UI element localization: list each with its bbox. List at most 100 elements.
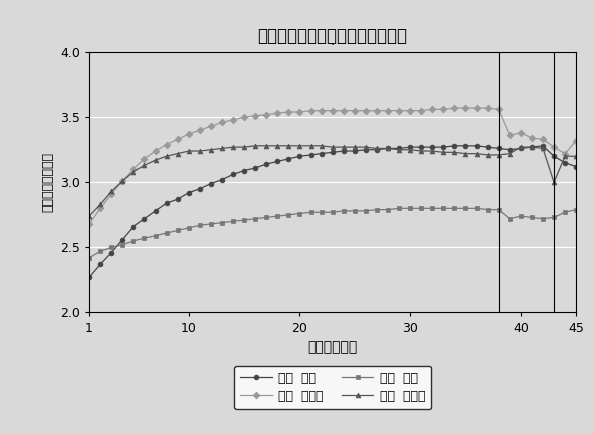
日本  四大卒 <box>296 109 303 115</box>
米国  高卒 <box>163 230 170 236</box>
米国  四大卒 <box>263 143 270 148</box>
米国  高卒 <box>451 206 458 211</box>
日本  四大卒 <box>362 108 369 113</box>
米国  四大卒 <box>551 180 558 185</box>
米国  四大卒 <box>440 150 447 155</box>
米国  四大卒 <box>307 143 314 148</box>
日本  四大卒 <box>462 105 469 111</box>
米国  高卒 <box>185 225 192 230</box>
米国  高卒 <box>241 217 248 223</box>
日本  高卒 <box>429 145 436 150</box>
米国  高卒 <box>406 206 413 211</box>
日本  四大卒 <box>119 178 126 184</box>
米国  高卒 <box>141 236 148 241</box>
日本  高卒 <box>551 154 558 159</box>
米国  高卒 <box>462 206 469 211</box>
米国  四大卒 <box>329 145 336 150</box>
日本  四大卒 <box>473 105 480 111</box>
米国  四大卒 <box>196 148 203 154</box>
日本  四大卒 <box>418 108 425 113</box>
X-axis label: 潜在経験年数: 潜在経験年数 <box>308 340 358 354</box>
米国  四大卒 <box>252 143 259 148</box>
米国  四大卒 <box>219 146 226 151</box>
米国  高卒 <box>528 215 535 220</box>
米国  高卒 <box>329 210 336 215</box>
日本  四大卒 <box>207 124 214 129</box>
米国  四大卒 <box>418 148 425 154</box>
日本  四大卒 <box>163 142 170 147</box>
Line: 日本  四大卒: 日本 四大卒 <box>87 105 579 227</box>
日本  四大卒 <box>329 108 336 113</box>
日本  四大卒 <box>374 108 381 113</box>
日本  高卒 <box>440 145 447 150</box>
日本  高卒 <box>86 275 93 280</box>
日本  高卒 <box>274 159 281 164</box>
Legend: 日本  高卒, 日本  四大卒, 米国  高卒, 米国  四大卒: 日本 高卒, 日本 四大卒, 米国 高卒, 米国 四大卒 <box>234 365 431 409</box>
米国  高卒 <box>174 228 181 233</box>
Line: 米国  高卒: 米国 高卒 <box>87 206 579 260</box>
日本  高卒 <box>374 147 381 152</box>
米国  四大卒 <box>539 146 546 151</box>
日本  四大卒 <box>429 107 436 112</box>
日本  高卒 <box>473 143 480 148</box>
米国  四大卒 <box>396 147 403 152</box>
日本  四大卒 <box>351 108 358 113</box>
Line: 日本  高卒: 日本 高卒 <box>87 143 579 280</box>
米国  高卒 <box>440 206 447 211</box>
米国  高卒 <box>207 221 214 227</box>
日本  四大卒 <box>451 105 458 111</box>
日本  高卒 <box>307 152 314 158</box>
米国  四大卒 <box>429 148 436 154</box>
日本  四大卒 <box>406 108 413 113</box>
米国  四大卒 <box>506 151 513 156</box>
日本  四大卒 <box>440 107 447 112</box>
日本  高卒 <box>418 145 425 150</box>
日本  高卒 <box>97 262 104 267</box>
Line: 米国  四大卒: 米国 四大卒 <box>87 143 579 219</box>
米国  高卒 <box>374 207 381 212</box>
米国  四大卒 <box>141 163 148 168</box>
米国  四大卒 <box>495 152 503 158</box>
米国  四大卒 <box>86 214 93 219</box>
日本  四大卒 <box>517 130 525 135</box>
日本  高卒 <box>495 146 503 151</box>
日本  四大卒 <box>185 132 192 137</box>
日本  四大卒 <box>219 120 226 125</box>
日本  高卒 <box>229 172 236 177</box>
日本  高卒 <box>285 156 292 161</box>
日本  四大卒 <box>86 221 93 227</box>
米国  高卒 <box>539 216 546 221</box>
米国  高卒 <box>296 211 303 216</box>
米国  高卒 <box>429 206 436 211</box>
米国  四大卒 <box>185 148 192 154</box>
米国  四大卒 <box>473 151 480 156</box>
米国  四大卒 <box>561 154 568 159</box>
日本  高卒 <box>174 197 181 202</box>
日本  高卒 <box>573 164 580 169</box>
日本  四大卒 <box>495 107 503 112</box>
日本  高卒 <box>219 177 226 182</box>
日本  四大卒 <box>285 109 292 115</box>
米国  高卒 <box>263 215 270 220</box>
日本  高卒 <box>163 201 170 206</box>
日本  四大卒 <box>396 108 403 113</box>
日本  高卒 <box>462 143 469 148</box>
Text: .: . <box>331 35 334 48</box>
日本  高卒 <box>340 148 347 154</box>
日本  四大卒 <box>384 108 391 113</box>
米国  高卒 <box>252 216 259 221</box>
米国  四大卒 <box>462 151 469 156</box>
米国  高卒 <box>495 207 503 212</box>
米国  四大卒 <box>406 147 413 152</box>
日本  四大卒 <box>141 156 148 161</box>
日本  高卒 <box>318 151 325 156</box>
日本  高卒 <box>451 143 458 148</box>
米国  高卒 <box>152 233 159 238</box>
米国  四大卒 <box>528 145 535 150</box>
米国  高卒 <box>551 215 558 220</box>
米国  四大卒 <box>97 202 104 207</box>
日本  四大卒 <box>263 112 270 117</box>
米国  高卒 <box>229 219 236 224</box>
米国  四大卒 <box>174 151 181 156</box>
米国  四大卒 <box>318 143 325 148</box>
